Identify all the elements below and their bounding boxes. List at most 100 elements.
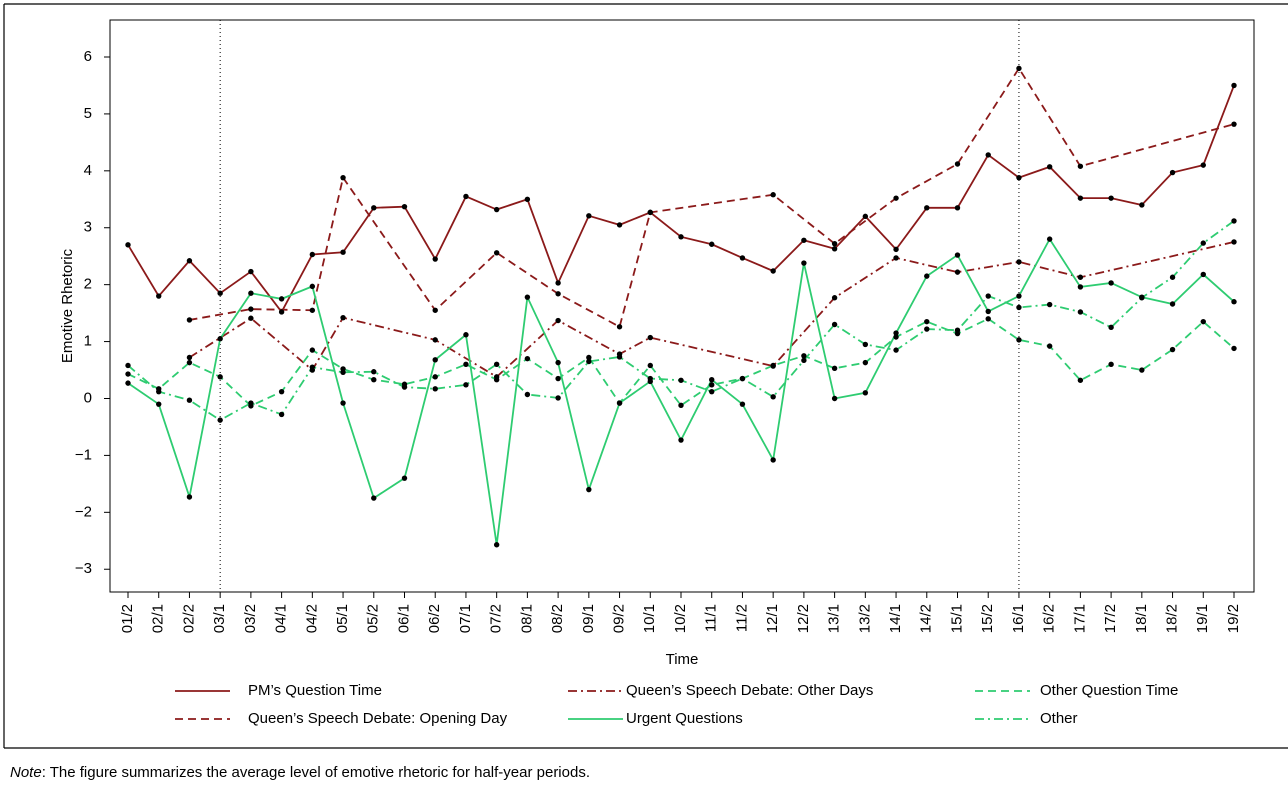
data-point [709, 388, 715, 395]
data-point [709, 377, 715, 383]
data-point [586, 486, 592, 493]
series-line [188, 241, 1235, 378]
data-point [739, 255, 746, 261]
data-point [616, 222, 623, 228]
data-point [1139, 367, 1145, 373]
data-point [309, 364, 316, 370]
data-point [340, 400, 346, 406]
data-point [248, 290, 254, 296]
data-point [217, 290, 223, 296]
data-point [1139, 295, 1145, 301]
data-point [862, 359, 869, 366]
data-point [1231, 82, 1237, 89]
x-tick-label: 12/2 [795, 604, 812, 633]
x-tick-label: 19/1 [1194, 604, 1211, 633]
data-point [893, 255, 899, 261]
data-point [217, 417, 223, 423]
data-point [985, 316, 991, 322]
data-point [954, 161, 961, 167]
data-point [463, 382, 469, 388]
data-point [432, 337, 438, 343]
x-tick-label: 09/2 [611, 604, 628, 633]
data-point [678, 234, 684, 240]
x-tick-label: 15/1 [948, 604, 965, 633]
data-point [1077, 284, 1084, 290]
data-point [924, 326, 930, 332]
data-point [770, 362, 776, 369]
y-tick-label: 3 [84, 219, 92, 236]
data-point [555, 395, 561, 401]
data-point [1077, 309, 1084, 315]
data-point [278, 309, 285, 315]
x-tick-label: 11/1 [703, 604, 720, 632]
data-point [555, 291, 561, 297]
data-point [524, 355, 531, 362]
data-point [309, 307, 316, 313]
data-point [647, 209, 653, 216]
series-line [127, 220, 1235, 422]
note-label: Note [10, 764, 42, 781]
data-point [1016, 293, 1022, 299]
data-point [893, 334, 899, 340]
data-point [401, 203, 408, 210]
data-point [1200, 240, 1206, 246]
data-point [1016, 337, 1022, 343]
data-point [1231, 239, 1237, 245]
legend-label: Other [1040, 710, 1078, 727]
data-point [463, 193, 469, 200]
data-point [125, 380, 131, 386]
x-tick-label: 03/2 [242, 604, 259, 633]
data-point [678, 377, 684, 383]
data-point [893, 347, 899, 353]
x-tick-label: 03/1 [211, 604, 228, 633]
data-point [463, 332, 469, 338]
series-line [127, 85, 1235, 314]
data-point [432, 256, 438, 262]
data-point [1231, 121, 1237, 127]
x-tick-label: 08/2 [549, 604, 566, 633]
data-point [647, 375, 653, 382]
data-point [524, 294, 531, 300]
data-point [1231, 299, 1237, 305]
x-tick-label: 16/1 [1010, 604, 1027, 633]
data-point [709, 382, 715, 388]
data-point [493, 361, 500, 368]
data-point [831, 246, 838, 252]
x-tick-label: 04/1 [273, 604, 290, 633]
data-point [248, 306, 254, 312]
data-point [1016, 174, 1022, 181]
legend-label: PM’s Question Time [248, 682, 382, 699]
data-point [401, 384, 408, 390]
data-point [1108, 280, 1114, 286]
x-tick-label: 07/1 [457, 604, 474, 633]
data-point [1016, 304, 1022, 311]
y-tick-label: 5 [84, 105, 92, 122]
legend-label: Queen’s Speech Debate: Other Days [626, 682, 873, 699]
x-tick-label: 08/1 [518, 604, 535, 633]
data-point [1016, 259, 1022, 265]
data-point [493, 377, 500, 383]
data-point [616, 324, 623, 330]
data-point [248, 268, 254, 275]
data-point [1169, 169, 1176, 176]
x-tick-label: 14/1 [887, 604, 904, 633]
data-point [985, 152, 991, 158]
note-text: : The figure summarizes the average leve… [42, 764, 590, 781]
data-point [278, 388, 285, 395]
data-point [555, 375, 561, 382]
x-tick-label: 06/1 [395, 604, 412, 633]
data-point [340, 249, 346, 255]
x-tick-label: 06/2 [426, 604, 443, 633]
series-line [127, 317, 1235, 407]
x-tick-label: 10/1 [641, 604, 658, 633]
x-tick-label: 09/1 [580, 604, 597, 633]
data-point [1231, 218, 1237, 224]
x-tick-label: 17/1 [1071, 604, 1088, 633]
data-point [709, 241, 715, 247]
data-point [1200, 318, 1206, 325]
y-tick-label: −1 [75, 446, 92, 463]
data-point [770, 192, 776, 198]
data-point [1077, 377, 1084, 383]
data-point [985, 308, 991, 315]
data-point [1046, 164, 1053, 170]
